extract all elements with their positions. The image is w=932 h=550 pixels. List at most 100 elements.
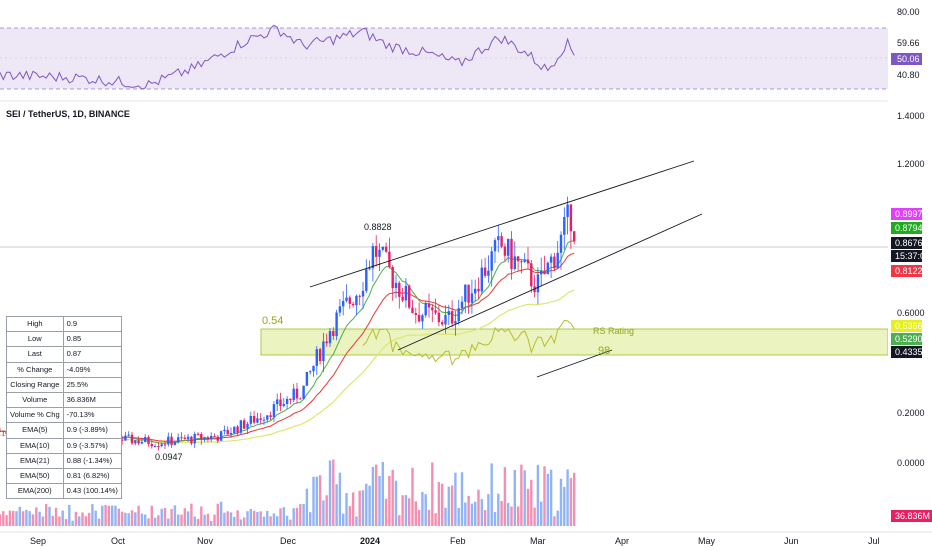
volume-bar	[269, 516, 272, 526]
candle-body	[417, 314, 421, 322]
candle-body	[348, 297, 351, 304]
candle-body	[236, 426, 239, 433]
volume-bar	[282, 507, 285, 526]
candle-body	[322, 341, 325, 362]
volume-bar	[388, 475, 391, 526]
volume-bar	[137, 505, 140, 526]
candle-body	[243, 420, 246, 429]
volume-bar	[546, 473, 549, 526]
stats-row: EMA(5) 0.9 (-3.89%)	[6, 422, 122, 439]
volume-bar	[401, 495, 404, 526]
volume-bar	[342, 513, 345, 526]
candle-body	[147, 437, 150, 445]
stats-key: EMA(5)	[6, 422, 64, 439]
candle-body	[140, 442, 144, 444]
candle-body	[490, 251, 493, 271]
volume-bar	[38, 511, 41, 526]
candle-body	[335, 312, 338, 336]
stats-value: 0.85	[62, 331, 122, 348]
volume-bar	[404, 495, 408, 526]
candle-body	[239, 420, 243, 433]
candle-body	[391, 266, 394, 289]
candle-body	[216, 436, 219, 441]
volume-bar	[289, 519, 292, 526]
candle-body	[213, 435, 216, 437]
volume-bar	[190, 503, 193, 526]
candle-body	[226, 429, 229, 435]
candle-body	[342, 301, 345, 307]
price-tick-0200: 0.2000	[897, 408, 925, 418]
stats-key: Last	[6, 346, 64, 363]
volume-bar	[134, 512, 137, 526]
rsi-level-4080: 40.80	[897, 70, 920, 80]
volume-bar	[170, 509, 173, 526]
stats-row: High 0.9	[6, 315, 122, 333]
candle-body	[441, 322, 444, 325]
volume-bar	[279, 508, 282, 526]
price-tick-1400: 1.4000	[897, 111, 925, 121]
stats-value: -70.13%	[62, 407, 122, 424]
candle-body	[388, 251, 391, 267]
candle-body	[180, 437, 183, 439]
price-tag-box	[891, 208, 922, 220]
rs-rating-value: 98	[598, 345, 610, 357]
stats-row: Low 0.85	[6, 331, 122, 348]
price-tag-box	[891, 222, 922, 234]
candle-body	[411, 307, 414, 314]
volume-bar	[457, 508, 460, 526]
volume-bar	[104, 505, 107, 526]
volume-bar	[246, 511, 249, 526]
volume-bar	[157, 515, 160, 526]
candle-body	[424, 303, 427, 316]
rsi-pane	[0, 24, 888, 90]
volume-bar	[348, 506, 351, 526]
volume-bar	[398, 515, 401, 526]
volume-bar	[318, 475, 322, 526]
price-tag-box	[891, 346, 922, 358]
volume-bar	[61, 510, 64, 526]
candle-body	[0, 431, 2, 432]
candle-body	[282, 404, 285, 406]
price-tags: 0.8997 0.8794 0.8676 15:37:03 0.8122 0.5366 0.…	[891, 208, 932, 522]
stats-row: EMA(50) 0.81 (6.82%)	[6, 467, 122, 485]
volume-bar	[147, 518, 150, 526]
volume-bar	[84, 516, 87, 526]
candle-body	[523, 259, 526, 262]
volume-bar	[467, 495, 470, 526]
volume-bar	[470, 503, 474, 526]
volume-bar	[483, 510, 487, 526]
price-pane	[0, 160, 889, 526]
volume-bar	[203, 514, 206, 526]
volume-bar	[332, 459, 335, 526]
time-label-nov: Nov	[197, 536, 214, 546]
price-tag-text: 0.8122	[895, 266, 923, 276]
candle-body	[120, 439, 124, 441]
volume-bar	[500, 500, 503, 526]
time-axis[interactable]: Sep Oct Nov Dec 2024 Feb Mar Apr May Jun…	[0, 531, 932, 546]
candle-body	[427, 303, 431, 308]
candle-body	[203, 437, 206, 440]
candle-body	[246, 423, 249, 429]
candle-body	[163, 444, 167, 446]
volume-bar	[54, 507, 58, 526]
candle-body	[160, 444, 163, 447]
price-axis[interactable]: 80.00 59.66 50.06 40.80 1.4000 1.2000 0.…	[888, 0, 932, 532]
volume-bar	[48, 506, 51, 526]
candle-body	[487, 270, 490, 276]
volume-bar	[460, 472, 464, 526]
stats-value: 0.9	[62, 315, 122, 333]
volume-bar	[540, 501, 543, 526]
rs-rating-label: RS Rating	[593, 326, 634, 336]
volume-bar	[272, 513, 276, 526]
candle-body	[371, 246, 375, 269]
volume-bar	[127, 513, 130, 526]
volume-bar	[193, 516, 196, 526]
time-label-jul: Jul	[868, 536, 880, 546]
volume-bar	[424, 494, 427, 526]
candle-body	[401, 296, 404, 301]
price-tag-text: 36.836M	[895, 511, 930, 521]
price-tag-text: 0.8676	[895, 238, 923, 248]
candle-body	[285, 398, 289, 405]
volume-bar	[200, 506, 203, 526]
